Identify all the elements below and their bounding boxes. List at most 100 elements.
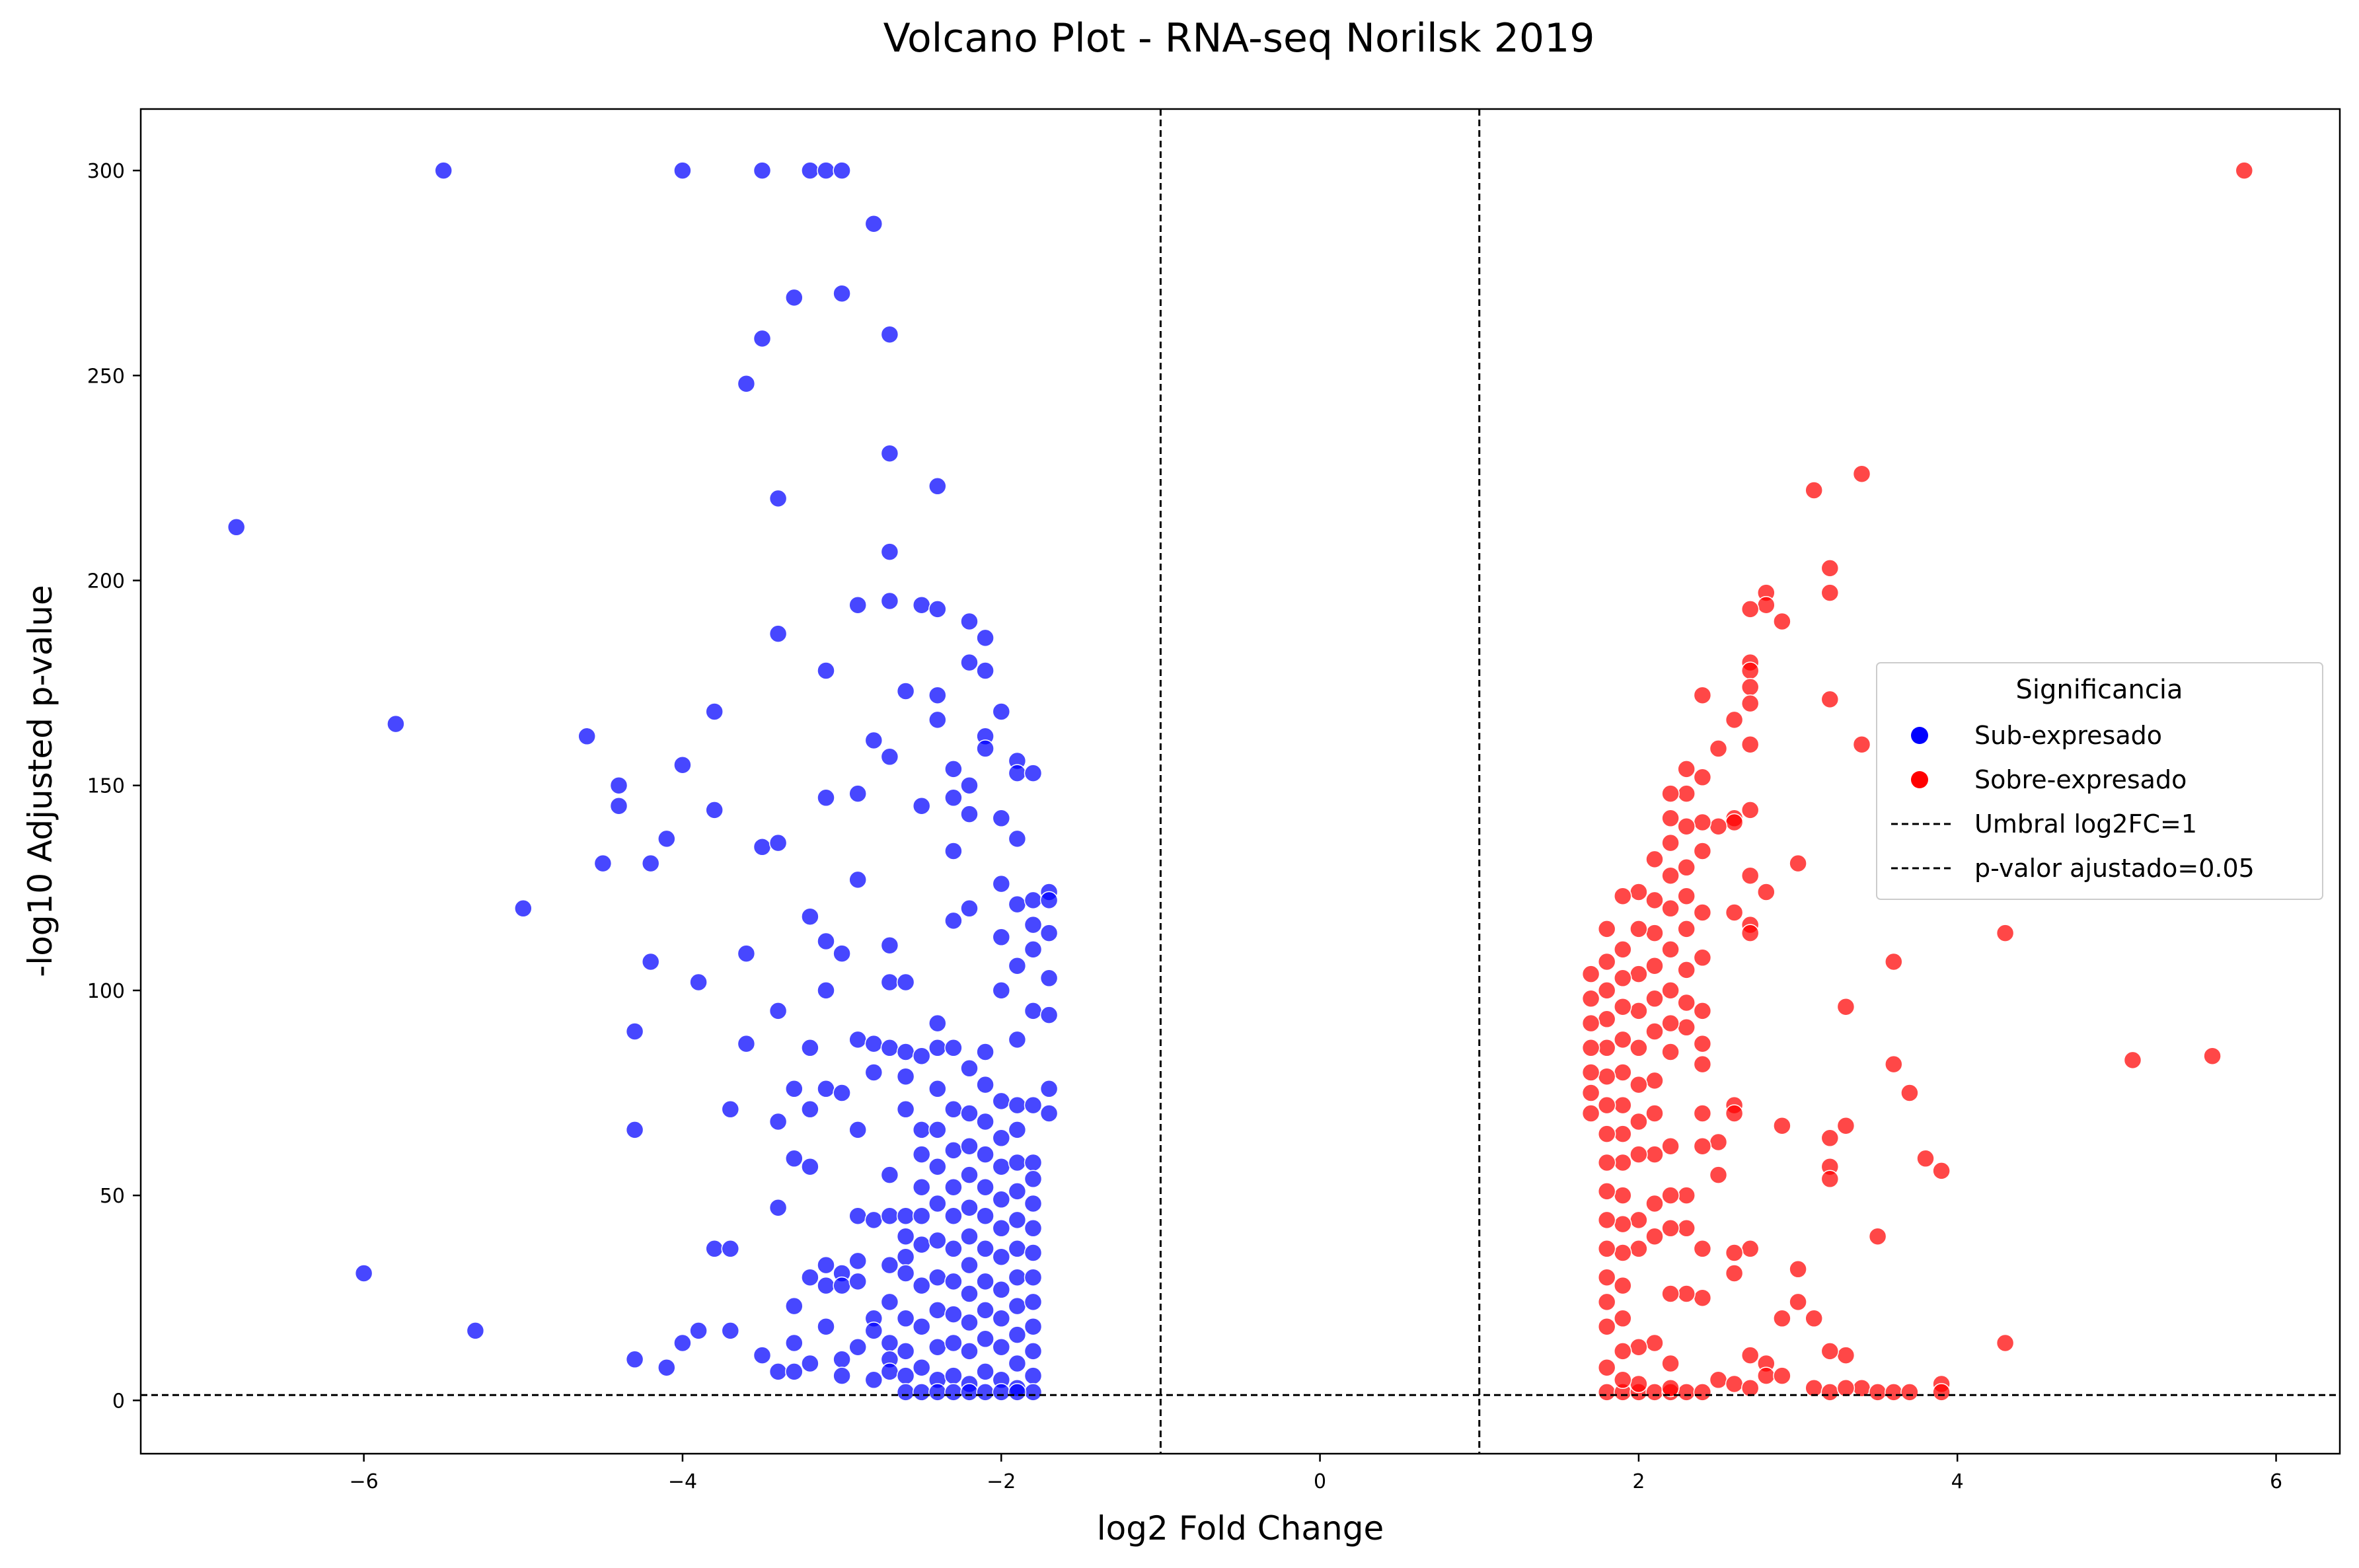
up-point-47 bbox=[1741, 1240, 1760, 1258]
down-point-85 bbox=[944, 911, 963, 930]
down-point-63 bbox=[880, 747, 899, 766]
up-point-147 bbox=[1597, 1182, 1616, 1201]
legend-entry-up: Sobre-expresado bbox=[1974, 765, 2187, 794]
down-point-220 bbox=[1008, 1121, 1027, 1139]
down-point-106 bbox=[1008, 956, 1027, 975]
down-point-112 bbox=[1024, 1002, 1043, 1020]
down-point-201 bbox=[976, 1145, 994, 1164]
down-point-44 bbox=[817, 981, 835, 1000]
down-point-67 bbox=[896, 682, 915, 700]
down-point-86 bbox=[944, 1039, 963, 1057]
down-point-238 bbox=[1024, 1317, 1043, 1336]
up-point-44 bbox=[1741, 866, 1760, 885]
up-point-4 bbox=[1996, 1333, 2015, 1353]
down-point-7 bbox=[593, 854, 613, 873]
up-point-18 bbox=[1820, 559, 1840, 578]
down-point-115 bbox=[1039, 924, 1059, 942]
down-point-199 bbox=[976, 1075, 994, 1094]
down-point-118 bbox=[1039, 1080, 1059, 1098]
up-point-91 bbox=[1661, 940, 1680, 959]
down-point-182 bbox=[944, 1207, 963, 1225]
down-point-168 bbox=[912, 1317, 931, 1336]
up-point-57 bbox=[1709, 739, 1728, 758]
down-point-71 bbox=[896, 1100, 915, 1119]
down-point-243 bbox=[912, 1383, 931, 1401]
up-point-34 bbox=[1757, 595, 1776, 615]
down-point-208 bbox=[976, 1363, 994, 1381]
down-point-135 bbox=[817, 1276, 835, 1295]
down-point-29 bbox=[768, 833, 788, 852]
up-point-135 bbox=[1614, 1276, 1632, 1295]
up-point-75 bbox=[1677, 784, 1696, 803]
down-point-249 bbox=[1008, 1383, 1027, 1401]
down-point-245 bbox=[944, 1383, 963, 1401]
up-point-16 bbox=[1836, 997, 1855, 1016]
down-point-45 bbox=[817, 1080, 835, 1098]
up-point-180 bbox=[1661, 1378, 1680, 1398]
down-point-81 bbox=[928, 1039, 947, 1057]
up-point-39 bbox=[1741, 661, 1760, 680]
up-point-126 bbox=[1614, 997, 1632, 1016]
down-point-123 bbox=[689, 1322, 708, 1340]
down-point-13 bbox=[641, 854, 660, 873]
down-point-126 bbox=[721, 1322, 740, 1340]
down-point-158 bbox=[896, 1248, 915, 1266]
down-point-226 bbox=[1008, 1296, 1027, 1316]
down-point-183 bbox=[944, 1240, 963, 1258]
down-point-116 bbox=[1039, 969, 1059, 988]
up-point-70 bbox=[1693, 1104, 1712, 1123]
up-point-114 bbox=[1629, 965, 1648, 983]
up-point-80 bbox=[1677, 961, 1696, 979]
down-point-53 bbox=[848, 1030, 867, 1049]
down-point-54 bbox=[848, 1121, 867, 1139]
down-point-34 bbox=[785, 1149, 804, 1168]
down-point-8 bbox=[609, 776, 628, 795]
up-point-156 bbox=[1581, 1014, 1600, 1033]
down-point-51 bbox=[848, 784, 867, 803]
down-point-109 bbox=[1024, 891, 1043, 910]
down-point-163 bbox=[912, 1145, 931, 1164]
down-point-232 bbox=[1024, 1170, 1043, 1189]
down-point-212 bbox=[992, 1190, 1011, 1209]
up-point-134 bbox=[1614, 1244, 1632, 1262]
down-point-38 bbox=[801, 1100, 819, 1119]
down-point-130 bbox=[785, 1333, 804, 1353]
down-point-196 bbox=[960, 1313, 979, 1332]
down-point-74 bbox=[912, 1047, 931, 1065]
up-point-121 bbox=[1629, 1240, 1648, 1258]
down-point-185 bbox=[944, 1305, 963, 1324]
up-point-150 bbox=[1597, 1268, 1616, 1287]
up-point-51 bbox=[1725, 813, 1744, 832]
down-point-184 bbox=[944, 1272, 963, 1291]
up-point-42 bbox=[1741, 735, 1760, 754]
up-point-145 bbox=[1597, 1125, 1616, 1143]
up-point-98 bbox=[1661, 1285, 1680, 1303]
down-point-142 bbox=[848, 1251, 867, 1271]
down-point-75 bbox=[912, 1121, 931, 1139]
up-point-116 bbox=[1629, 1039, 1648, 1057]
down-point-9 bbox=[609, 796, 628, 815]
up-point-46 bbox=[1741, 924, 1760, 942]
up-point-128 bbox=[1614, 1063, 1632, 1082]
down-point-136 bbox=[817, 1317, 835, 1336]
down-point-210 bbox=[992, 1129, 1011, 1148]
up-point-154 bbox=[1581, 965, 1600, 983]
down-point-241 bbox=[1024, 1383, 1043, 1401]
x-tick-label: −6 bbox=[350, 1470, 379, 1493]
down-point-22 bbox=[737, 944, 756, 963]
y-axis-label: -log10 Adjusted p-value bbox=[21, 585, 59, 977]
up-point-153 bbox=[1597, 1358, 1616, 1377]
up-point-0 bbox=[2235, 161, 2254, 180]
down-point-76 bbox=[928, 477, 947, 496]
down-point-181 bbox=[944, 1177, 963, 1197]
up-point-2 bbox=[2123, 1051, 2142, 1070]
up-point-12 bbox=[1852, 465, 1871, 483]
up-point-177 bbox=[1885, 1383, 1903, 1401]
down-point-157 bbox=[896, 1227, 915, 1246]
up-point-158 bbox=[1581, 1063, 1600, 1082]
down-point-148 bbox=[864, 1370, 883, 1390]
legend-box bbox=[1876, 662, 2323, 900]
up-point-13 bbox=[1852, 735, 1871, 754]
down-point-49 bbox=[833, 1084, 851, 1102]
down-point-217 bbox=[992, 1337, 1011, 1357]
